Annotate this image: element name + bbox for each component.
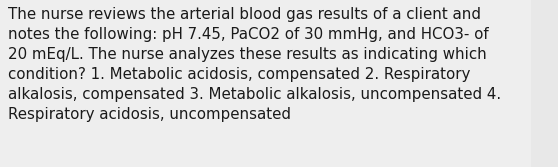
- Text: The nurse reviews the arterial blood gas results of a client and
notes the follo: The nurse reviews the arterial blood gas…: [8, 7, 502, 122]
- Bar: [531, 0, 558, 167]
